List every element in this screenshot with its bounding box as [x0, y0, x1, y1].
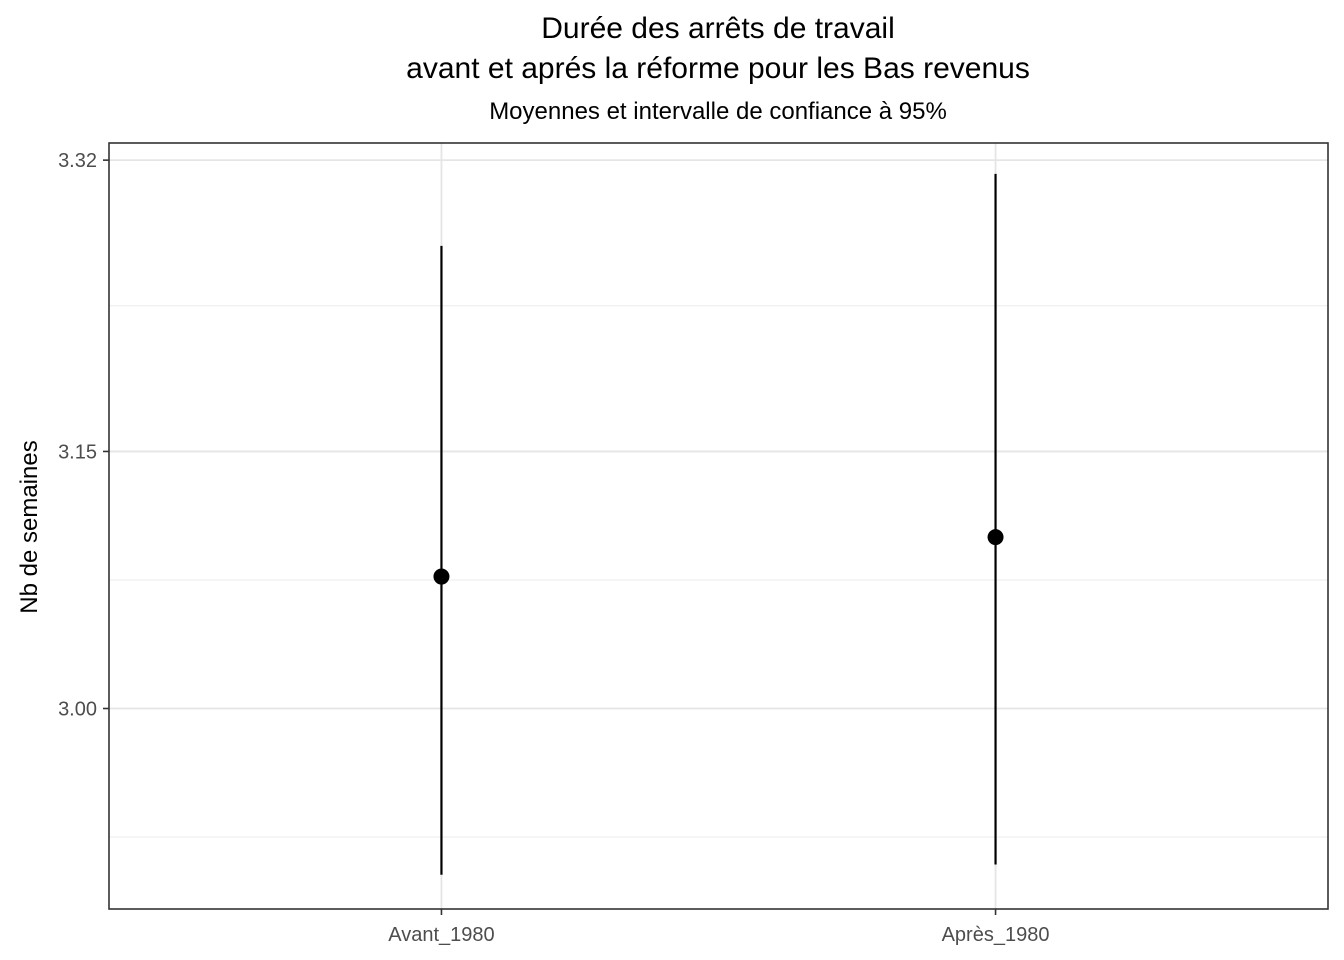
- chart-title-line-1: Durée des arrêts de travail: [541, 12, 895, 45]
- chart-subtitle: Moyennes et intervalle de confiance à 95…: [489, 98, 947, 125]
- mean-point: [433, 568, 450, 585]
- panel-background: [109, 143, 1328, 909]
- x-tick-label: Après_1980: [942, 924, 1050, 946]
- chart-title-line-2: avant et aprés la réforme pour les Bas r…: [406, 52, 1030, 85]
- panel-border: [108, 142, 1329, 910]
- mean-point: [987, 529, 1004, 546]
- y-tick-label: 3.32: [58, 150, 97, 172]
- x-tick-label: Avant_1980: [388, 924, 494, 946]
- y-tick-label: 3.15: [58, 441, 97, 463]
- y-tick-label: 3.00: [58, 699, 97, 721]
